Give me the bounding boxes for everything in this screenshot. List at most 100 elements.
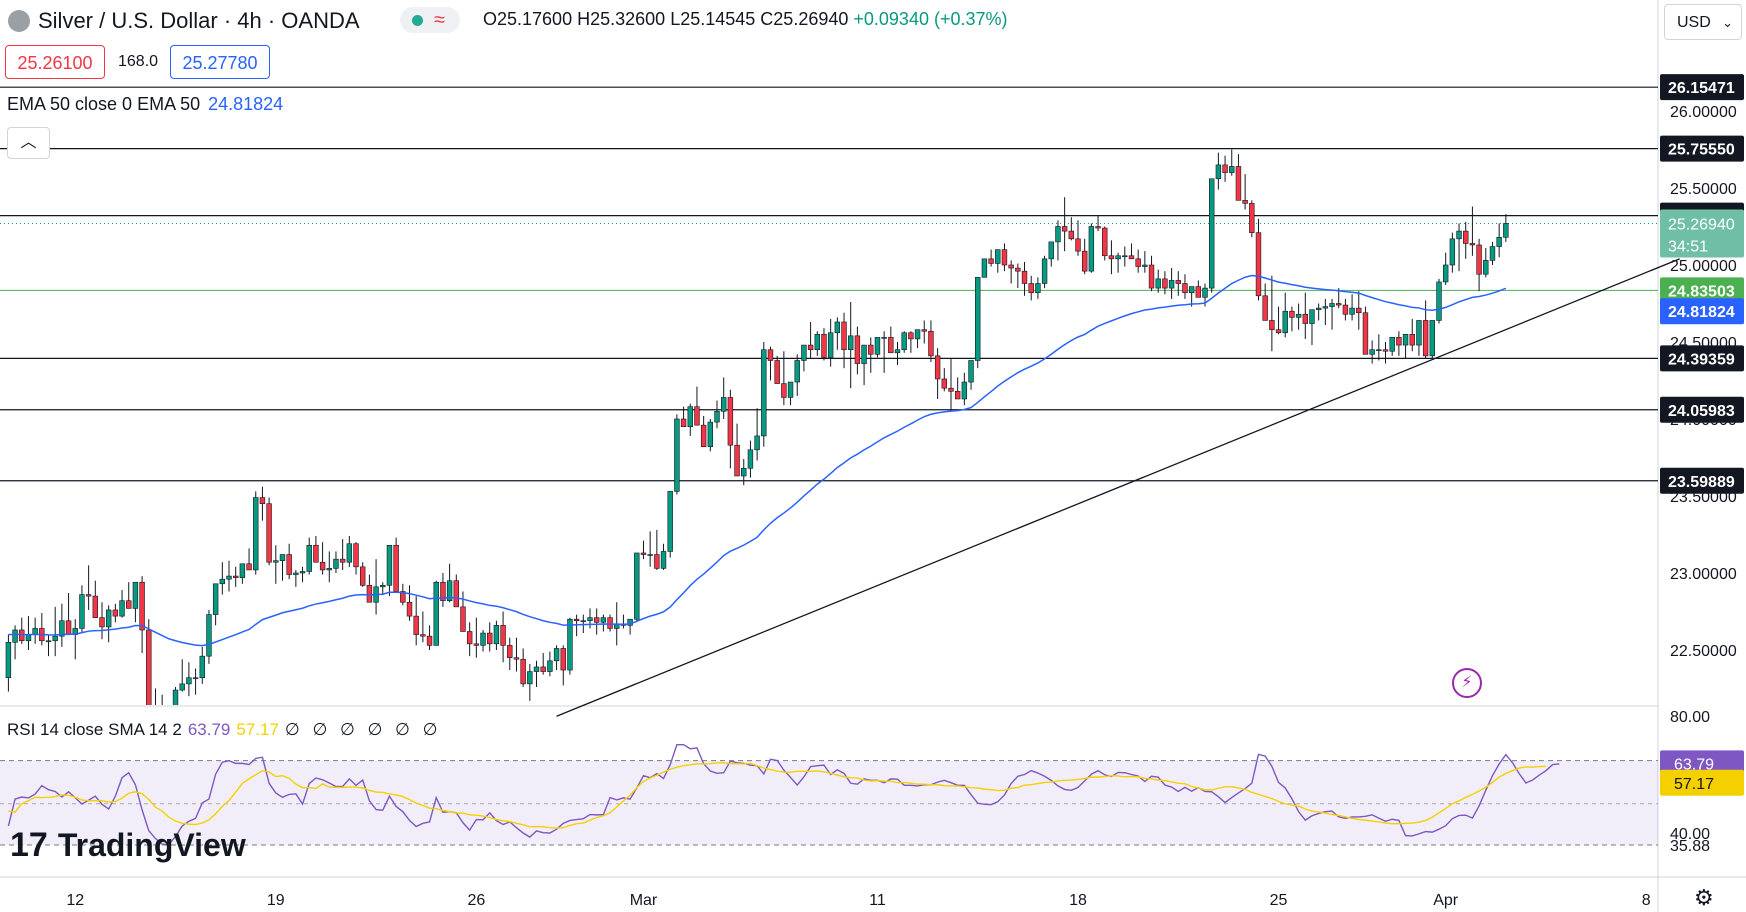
- low-value: L25.14545: [670, 9, 756, 29]
- price-tick-label: 22.50000: [1670, 643, 1737, 660]
- candle-body: [232, 575, 239, 578]
- level-badge-bg: [1660, 396, 1744, 423]
- candle-body: [473, 643, 480, 646]
- chevron-up-icon: ︿: [20, 134, 37, 151]
- candle-body: [961, 381, 968, 400]
- candle-body: [1162, 278, 1168, 289]
- candle-body: [1496, 236, 1502, 247]
- candle-body: [253, 497, 259, 571]
- candle-body: [346, 543, 353, 563]
- candle-body: [386, 544, 393, 586]
- ohlc-readout: O25.17600 H25.32600 L25.14545 C25.26940 …: [483, 9, 1008, 30]
- candle-body: [767, 349, 774, 361]
- candle-body: [1483, 260, 1489, 275]
- candle-body: [954, 390, 961, 400]
- candle-body: [326, 568, 332, 571]
- candle-body: [1142, 264, 1148, 267]
- candle-body: [1469, 243, 1476, 246]
- candle-body: [353, 543, 359, 568]
- candle-body: [1235, 166, 1242, 201]
- candle-body: [593, 617, 600, 623]
- ema-50-line: [8, 274, 1507, 647]
- candle-body: [1349, 307, 1355, 315]
- currency-select[interactable]: USD ⌄: [1664, 4, 1742, 40]
- candle-body: [694, 406, 700, 426]
- candle-body: [888, 337, 894, 354]
- candle-body: [1262, 295, 1268, 321]
- tradingview-wordmark: TradingView: [57, 827, 246, 863]
- candle-body: [734, 444, 740, 477]
- gear-icon[interactable]: ⚙: [1694, 885, 1714, 910]
- candle-body: [834, 321, 841, 334]
- candle-body: [1463, 230, 1469, 244]
- candle-body: [1315, 307, 1322, 310]
- candle-body: [507, 645, 513, 659]
- ema-value-badge: 24.81824: [1668, 304, 1735, 321]
- candle-body: [513, 657, 520, 660]
- candle-body: [1289, 310, 1295, 318]
- candle-body: [720, 397, 727, 412]
- candle-body: [1382, 349, 1389, 352]
- candle-body: [727, 397, 734, 446]
- candle-body: [1148, 264, 1155, 289]
- candle-body: [707, 421, 714, 448]
- candle-body: [59, 620, 65, 637]
- level-badge-bg: [1660, 74, 1744, 101]
- candle-body: [607, 617, 613, 629]
- collapse-legend-button[interactable]: ︿: [7, 127, 50, 159]
- candle-body: [848, 335, 854, 350]
- market-status-pill[interactable]: ≈: [400, 7, 460, 33]
- candle-body: [1456, 230, 1462, 240]
- candle-body: [1436, 281, 1442, 321]
- rsi-band: [0, 760, 1658, 846]
- candle-body: [1282, 310, 1288, 334]
- rsi-legend[interactable]: RSI 14 close SMA 14 2 63.79 57.17 ∅ ∅ ∅ ∅ ∅…: [7, 720, 441, 740]
- candle-body: [1275, 329, 1282, 334]
- tradingview-logo[interactable]: 17 TradingView: [10, 826, 246, 865]
- candle-body: [1021, 270, 1028, 284]
- candle-body: [139, 581, 145, 631]
- buy-price-button[interactable]: 25.27780: [170, 45, 270, 79]
- ema-legend[interactable]: EMA 50 close 0 EMA 50 24.81824: [7, 94, 283, 115]
- rsi-legend-label: RSI 14 close SMA 14 2: [7, 720, 182, 739]
- tradingview-mark-icon: 17: [10, 826, 48, 864]
- candle-body: [854, 335, 861, 364]
- candle-body: [413, 615, 419, 635]
- candle-body: [1503, 223, 1509, 238]
- candle-body: [1242, 200, 1248, 204]
- candle-body: [1041, 258, 1048, 284]
- candle-body: [801, 344, 807, 361]
- candle-body: [674, 418, 680, 492]
- candle-body: [1336, 303, 1342, 306]
- candle-body: [781, 383, 787, 398]
- current-price-badge: 25.26940: [1668, 217, 1735, 234]
- candle-body: [714, 410, 720, 423]
- candle-body: [153, 707, 158, 716]
- candle-body: [1409, 333, 1415, 346]
- candle-body: [1249, 203, 1255, 233]
- candles-group: [5, 149, 1509, 716]
- candle-body: [1001, 249, 1008, 266]
- lightning-icon[interactable]: ⚡: [1452, 668, 1482, 698]
- candle-body: [600, 617, 607, 623]
- candle-body: [360, 566, 366, 586]
- price-tick-label: 25.00000: [1670, 258, 1737, 275]
- candle-body: [1155, 278, 1161, 289]
- candle-body: [1175, 280, 1181, 284]
- candle-body: [567, 618, 573, 671]
- candle-body: [1061, 226, 1068, 232]
- sell-price-button[interactable]: 25.26100: [5, 45, 105, 79]
- candle-body: [533, 666, 540, 672]
- symbol-title[interactable]: Silver / U.S. Dollar · 4h · OANDA: [38, 8, 360, 33]
- candle-body: [406, 601, 413, 617]
- candle-body: [928, 330, 934, 357]
- chevron-down-icon: ⌄: [1722, 15, 1733, 30]
- candle-body: [1048, 241, 1054, 260]
- candle-body: [1362, 312, 1369, 355]
- candle-body: [527, 671, 533, 685]
- candle-body: [1068, 230, 1075, 240]
- candle-body: [1215, 164, 1222, 180]
- candle-body: [1168, 280, 1175, 289]
- candle-body: [65, 620, 72, 635]
